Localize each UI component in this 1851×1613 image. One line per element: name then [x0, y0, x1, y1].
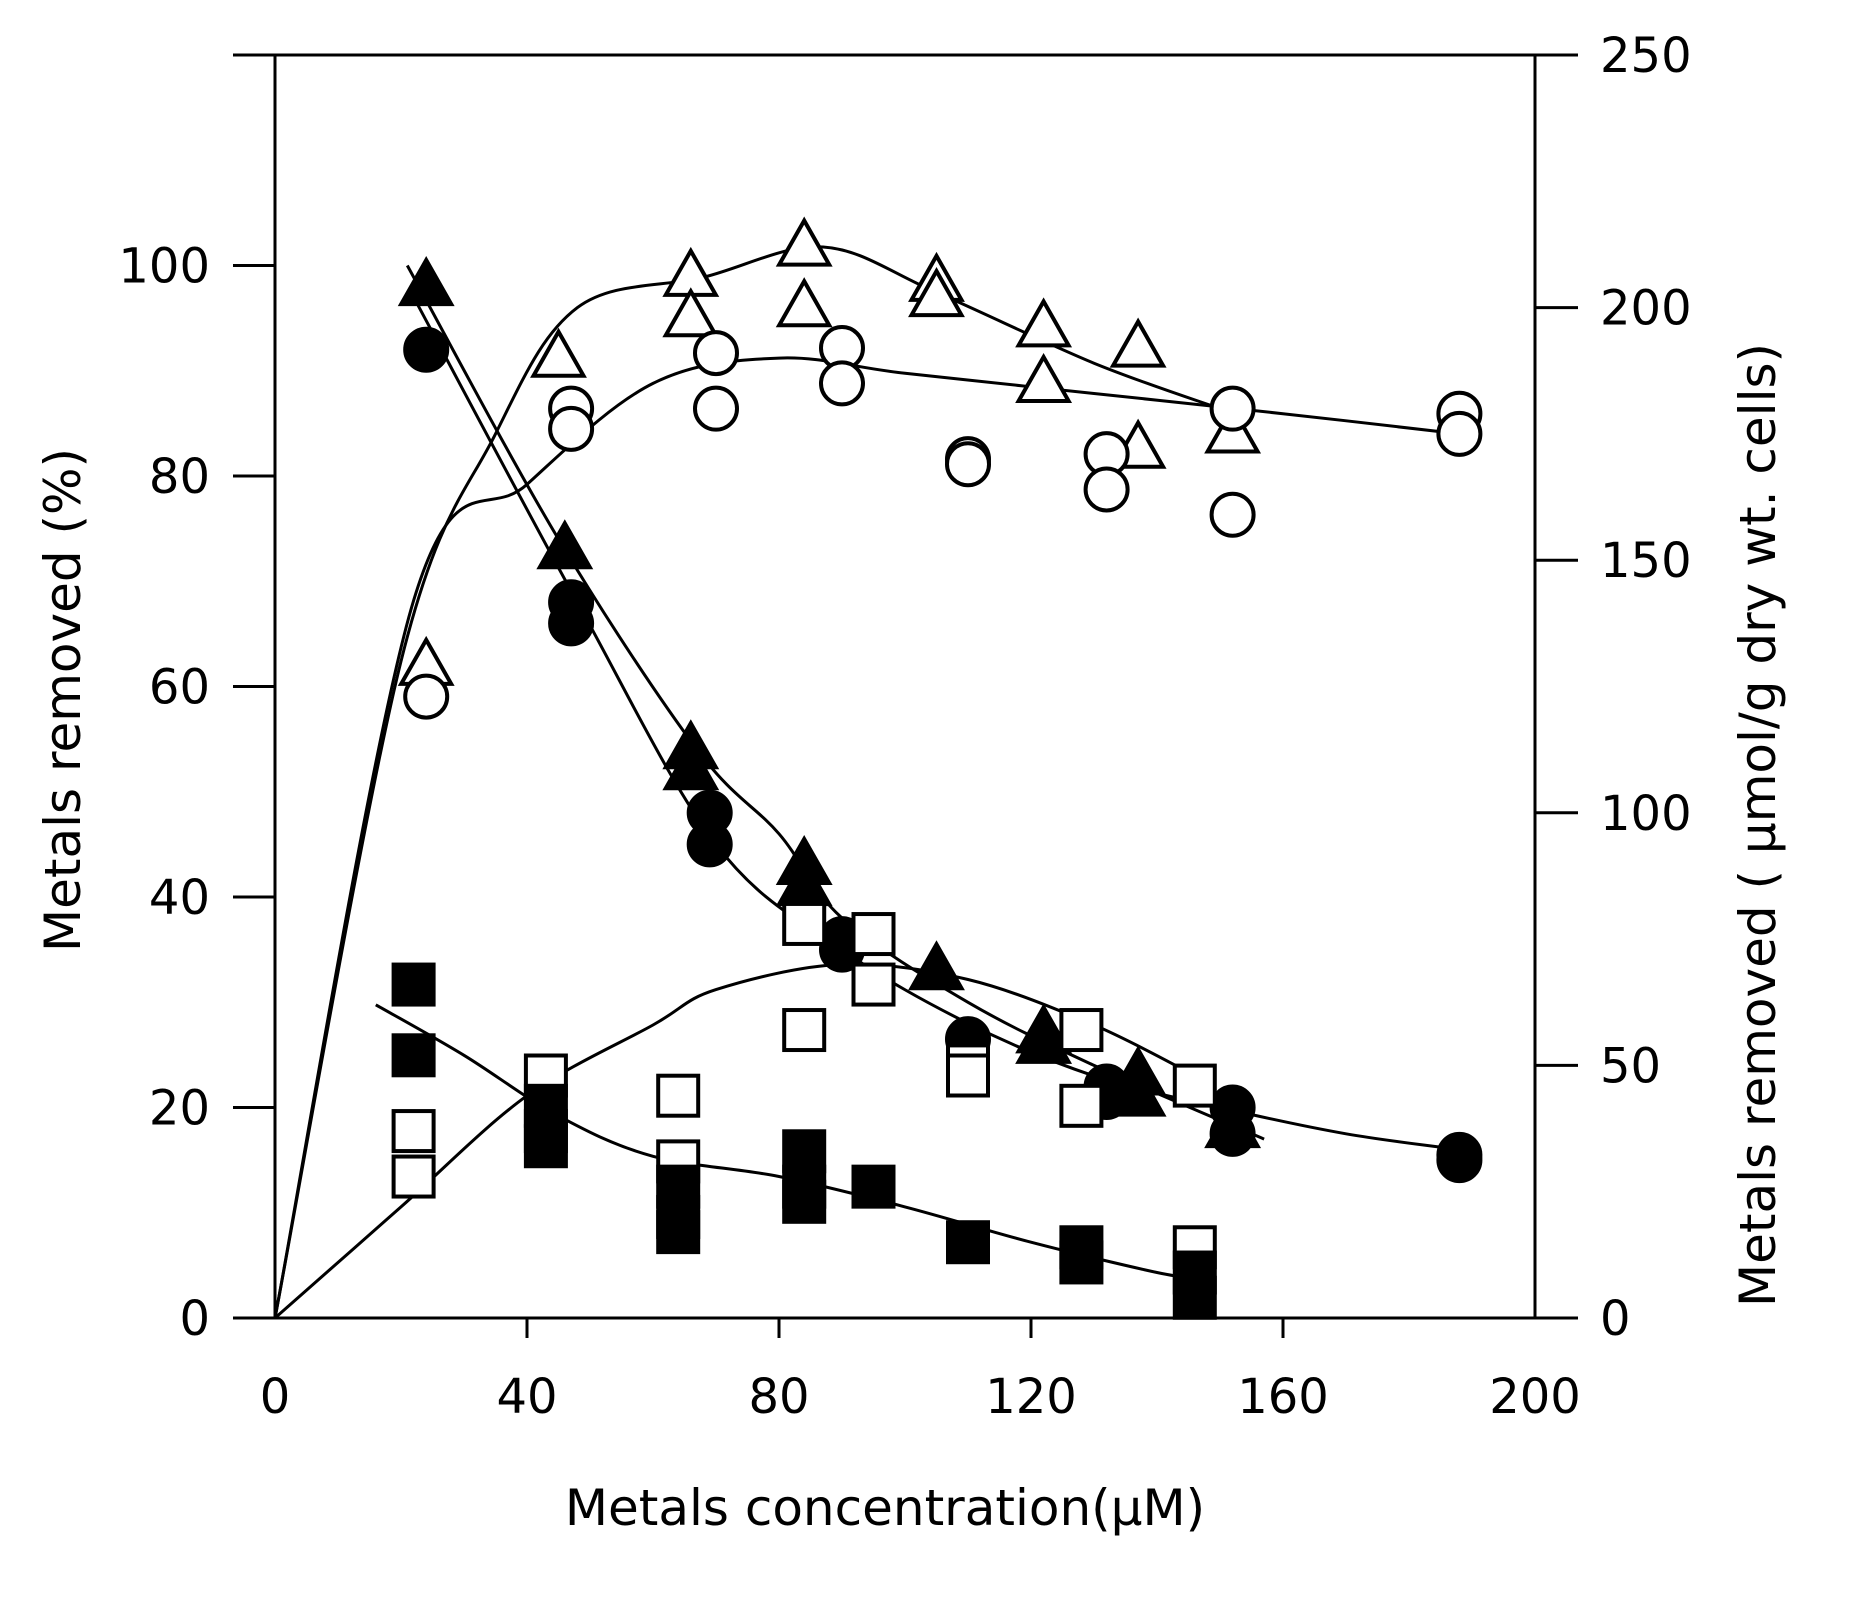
- y-axis-left-title: Metals removed (%): [34, 448, 92, 952]
- fit-lines: [273, 245, 1460, 1320]
- axis-ticks: 0 40 80 120 160 200 0 20 40 60 80 100 0 50 100 150 200 25…: [118, 28, 1691, 1425]
- filled-triangle-marker: [908, 940, 965, 991]
- open-circle-marker: [945, 441, 991, 488]
- y-left-tick-label: 0: [179, 1291, 210, 1347]
- open-circle-marker: [1209, 491, 1256, 538]
- open-square-marker: [1172, 1063, 1217, 1108]
- filled-circle-marker: [1209, 1110, 1256, 1157]
- open-circle-marker: [1209, 385, 1256, 432]
- y-left-tick-label: 100: [118, 239, 210, 295]
- open-triangle-marker: [775, 216, 833, 267]
- open-circle-marker: [819, 360, 865, 407]
- x-axis-title: Metals concentration(μM): [565, 1479, 1205, 1537]
- filled-square-marker: [946, 1220, 990, 1265]
- y-right-tick-label: 100: [1600, 786, 1692, 842]
- filled-square-marker: [851, 1164, 896, 1209]
- y-right-tick-label: 250: [1600, 28, 1692, 84]
- open-circle-marker: [403, 673, 450, 720]
- filled-triangle-marker: [662, 740, 720, 791]
- open-square-marker: [1059, 1008, 1104, 1053]
- open-circle-marker: [1436, 410, 1483, 457]
- y-right-tick-label: 0: [1600, 1291, 1631, 1347]
- filled-square-marker: [391, 962, 436, 1007]
- filled-square-marker: [1172, 1275, 1217, 1320]
- filled-triangle-marker: [536, 519, 594, 570]
- y-right-tick-label: 50: [1600, 1038, 1661, 1094]
- open-circle-marker: [548, 405, 595, 452]
- open-square-marker: [1059, 1083, 1104, 1128]
- x-tick-label: 120: [985, 1369, 1077, 1425]
- x-tick-label: 80: [748, 1369, 809, 1425]
- x-tick-label: 160: [1237, 1369, 1329, 1425]
- open-square-marker: [782, 901, 827, 946]
- filled-triangle-marker: [1015, 1013, 1073, 1064]
- open-square-marker: [851, 962, 896, 1007]
- filled-circle-marker: [686, 821, 733, 868]
- filled-triangle-marker: [397, 256, 455, 307]
- open-triangle-marker: [1109, 317, 1167, 368]
- filled-square-marker: [523, 1124, 568, 1169]
- open-circle-marker: [693, 385, 739, 432]
- filled-square-marker: [782, 1179, 827, 1224]
- open-triangle-marker: [1015, 297, 1073, 348]
- open-triangle-marker: [1015, 352, 1073, 403]
- fit-line-open-triangle: [273, 245, 1221, 1319]
- x-tick-label: 0: [260, 1369, 291, 1425]
- open-circle-marker: [1083, 466, 1130, 513]
- plot-border: [273, 53, 1537, 1320]
- y-left-tick-label: 60: [149, 660, 210, 716]
- open-triangle-marker: [775, 277, 833, 328]
- y-right-tick-label: 150: [1600, 533, 1692, 589]
- open-square-marker: [656, 1073, 701, 1118]
- x-tick-label: 40: [496, 1369, 557, 1425]
- filled-circle-marker: [1436, 1137, 1483, 1184]
- open-triangle-marker: [662, 287, 720, 338]
- fit-line-filled-triangle: [405, 264, 1265, 1141]
- open-circle-marker: [693, 330, 739, 377]
- y-left-tick-label: 80: [149, 449, 210, 505]
- open-square-marker: [391, 1154, 436, 1199]
- filled-square-marker: [1059, 1240, 1104, 1285]
- data-markers: [391, 216, 1483, 1320]
- open-triangle-marker: [530, 327, 587, 378]
- open-square-marker: [391, 1109, 436, 1154]
- y-left-tick-label: 40: [149, 870, 210, 926]
- filled-square-marker: [391, 1033, 436, 1078]
- y-left-tick-label: 20: [149, 1081, 210, 1137]
- filled-square-marker: [656, 1210, 701, 1255]
- open-triangle-marker: [908, 267, 965, 318]
- y-axis-right-title: Metals removed ( μmol/g dry wt. cells): [1729, 343, 1787, 1307]
- open-square-marker: [946, 1053, 990, 1098]
- open-square-marker: [782, 1008, 827, 1053]
- filled-circle-marker: [403, 326, 450, 373]
- y-right-tick-label: 200: [1600, 281, 1692, 337]
- filled-circle-marker: [548, 600, 595, 647]
- x-tick-label: 200: [1489, 1369, 1581, 1425]
- open-square-marker: [851, 912, 896, 957]
